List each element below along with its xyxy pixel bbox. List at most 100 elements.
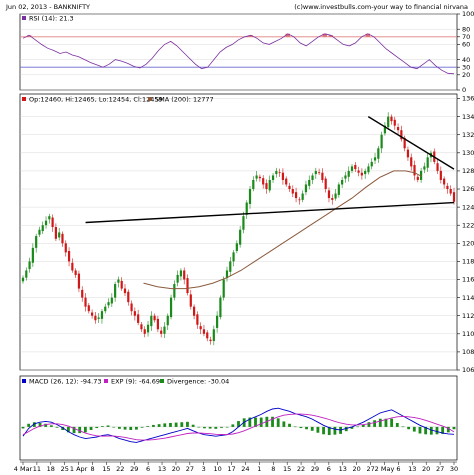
candle-body (301, 193, 304, 200)
candle-body (186, 278, 189, 294)
candle-body (179, 270, 183, 277)
divergence-bar (395, 423, 399, 427)
x-tick-label: 17 (227, 465, 235, 473)
candle-body (403, 137, 406, 149)
x-tick-label: 6 (146, 465, 150, 473)
candle-body (449, 189, 452, 194)
divergence-bar (27, 423, 31, 427)
candle-body (104, 306, 107, 312)
divergence-bar (208, 426, 212, 429)
macd-panel: MACD (26, 12): -94.73 EXP (9): -64.69 Di… (19, 375, 458, 461)
divergence-bar (100, 426, 104, 427)
candle-body (156, 318, 159, 330)
x-tick-label: 6 (327, 465, 331, 473)
candle-body (426, 157, 429, 168)
divergence-bar (327, 426, 331, 436)
candle-body (278, 172, 281, 174)
candle-body (123, 288, 127, 294)
ohlc-legend-swatch (22, 97, 26, 101)
divergence-bar (254, 417, 257, 427)
date-symbol-label: Jun 02, 2013 - BANKNIFTY (5, 3, 90, 11)
x-tick-label: 8 (90, 465, 94, 473)
price-tick-label: 11200 (462, 312, 474, 320)
price-gridlines (20, 98, 457, 371)
rsi-legend-swatch (22, 16, 26, 20)
candle-body (166, 315, 169, 326)
candle-body (341, 179, 344, 185)
rsi-tick-label: 40 (462, 56, 470, 64)
divergence-bar (446, 426, 450, 433)
rsi-overbought-fill (26, 35, 32, 37)
exp-series-line (22, 413, 455, 441)
candle-body (61, 233, 64, 244)
candle-body (413, 165, 416, 176)
x-tick-label: 1 Apr (70, 465, 88, 473)
divergence-bar (61, 426, 65, 430)
candle-body (222, 279, 225, 298)
sma-legend-label: SMA (200): 12777 (155, 96, 214, 104)
candle-body (127, 291, 130, 303)
candle-body (114, 284, 117, 298)
candle-body (232, 252, 235, 262)
divergence-bar (412, 426, 416, 432)
divergence-bar (135, 426, 138, 430)
divergence-bar (55, 426, 59, 428)
candle-body (387, 116, 390, 128)
candle-body (137, 314, 140, 323)
divergence-bar (441, 426, 445, 434)
price-axis-ticks: 13600 13400 13200 13000 12800 12600 12400 12200… (457, 95, 474, 374)
credit-label: (c)www.investbulls.com-your way to finan… (294, 3, 468, 11)
price-tick-label: 11400 (462, 294, 474, 302)
candle-body (364, 170, 367, 175)
candle-body (206, 332, 209, 339)
rsi-tick-label: 0 (462, 86, 466, 94)
candle-body (31, 247, 34, 263)
x-tick-label: 27 (366, 465, 374, 473)
candle-body (169, 297, 173, 318)
divergence-bar (350, 426, 354, 429)
price-tick-label: 10600 (462, 366, 474, 374)
divergence-bar (288, 423, 291, 427)
price-tick-label: 13000 (462, 149, 474, 157)
ohlc-legend-label: Op:12460, Hi:12465, Lo:12454, Cl:12459 (29, 96, 163, 104)
x-tick-label: 11 (33, 465, 41, 473)
price-tick-label: 11600 (462, 276, 474, 284)
candle-body (318, 172, 321, 174)
candle-body (48, 216, 51, 220)
price-tick-label: 13600 (462, 95, 474, 103)
divergence-bar (152, 424, 155, 427)
candle-body (347, 170, 350, 177)
divergence-bar (118, 426, 121, 429)
divergence-bar (78, 426, 82, 434)
candle-body (410, 157, 413, 167)
rsi-series-line (22, 33, 455, 75)
date-axis: 4 Mar 11 18 25 1 Apr 8 15 22 29 6 13 20 27 3 10 17 24 1 8 1… (14, 461, 458, 473)
divergence-bar (163, 423, 167, 427)
divergence-bar (146, 426, 150, 427)
divergence-histogram (21, 416, 456, 436)
divergence-bar (44, 423, 48, 427)
divergence-bar (361, 424, 365, 427)
divergence-legend-swatch (160, 379, 164, 383)
x-tick-label: 22 (116, 465, 124, 473)
divergence-bar (344, 426, 348, 432)
candle-body (265, 183, 268, 190)
candle-body (110, 297, 113, 304)
candle-body (192, 306, 196, 316)
divergence-bar (316, 426, 320, 433)
divergence-bar (169, 423, 172, 427)
divergence-bar (180, 422, 184, 427)
candle-body (44, 220, 48, 226)
candle-body (229, 261, 232, 272)
rsi-tick-label: 60 (462, 41, 470, 49)
price-panel: 13600 13400 13200 13000 12800 12600 12400 12200… (19, 93, 474, 374)
sma-200-line (143, 170, 422, 290)
divergence-bar (237, 421, 240, 427)
rsi-tick-label: 80 (462, 25, 470, 33)
candle-body (357, 170, 360, 173)
candle-body (285, 178, 288, 185)
candle-body (235, 243, 238, 252)
candle-body (239, 229, 242, 245)
candle-body (153, 315, 156, 321)
divergence-bar (214, 426, 218, 429)
